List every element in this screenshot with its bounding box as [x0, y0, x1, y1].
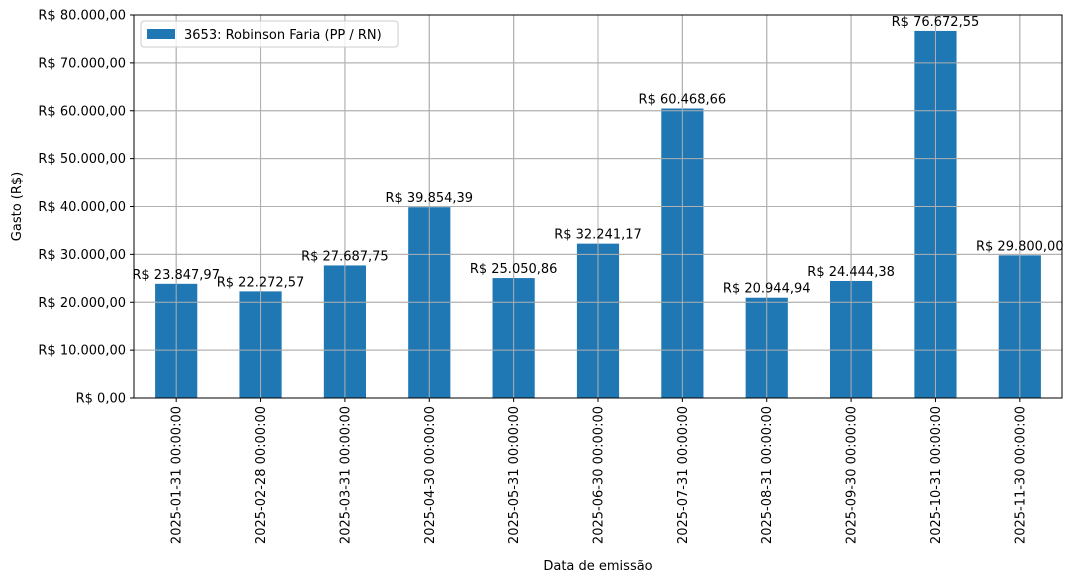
x-tick-label: 2025-05-31 00:00:00	[507, 406, 522, 544]
legend-box	[140, 20, 399, 48]
x-tick-label: 2025-09-30 00:00:00	[845, 406, 860, 544]
x-axis-ticks: 2025-01-31 00:00:00 2025-02-28 00:00:00 20…	[170, 398, 1028, 544]
x-tick-label: 2025-07-31 00:00:00	[676, 406, 691, 544]
bar-value-label: R$ 24.444,38	[807, 265, 895, 280]
bar-value-label: R$ 32.241,17	[554, 228, 642, 243]
bar-value-label: R$ 23.847,97	[132, 268, 220, 283]
x-tick-label: 2025-03-31 00:00:00	[338, 406, 353, 544]
legend: 3653: Robinson Faria (PP / RN)	[140, 20, 399, 48]
y-tick-label: R$ 30.000,00	[38, 248, 126, 263]
bar-value-label: R$ 22.272,57	[217, 275, 305, 290]
y-tick-label: R$ 20.000,00	[38, 296, 126, 311]
bar-value-label: R$ 60.468,66	[639, 93, 727, 108]
x-axis-label: Data de emissão	[543, 559, 652, 574]
x-tick-label: 2025-04-30 00:00:00	[423, 406, 438, 544]
x-tick-label: 2025-10-31 00:00:00	[929, 406, 944, 544]
y-tick-label: R$ 0,00	[76, 392, 126, 407]
y-tick-label: R$ 80.000,00	[38, 9, 126, 24]
bar-value-labels: R$ 23.847,97R$ 22.272,57 R$ 27.687,75 R$ 3…	[132, 15, 1063, 297]
y-tick-label: R$ 40.000,00	[38, 200, 126, 215]
bar-value-label: R$ 27.687,75	[301, 249, 389, 264]
legend-label: 3653: Robinson Faria (PP / RN)	[184, 28, 382, 43]
x-tick-label: 2025-08-31 00:00:00	[760, 406, 775, 544]
bar-value-label: R$ 20.944,94	[723, 282, 811, 297]
y-tick-label: R$ 70.000,00	[38, 56, 126, 71]
bar-value-label: R$ 29.800,00	[976, 239, 1064, 254]
y-axis-ticks: R$ 0,00 R$ 10.000,00 R$ 20.000,00 R$ 30.000…	[38, 9, 134, 407]
x-tick-label: 2025-11-30 00:00:00	[1013, 406, 1028, 544]
y-axis-label: Gasto (R$)	[10, 172, 25, 241]
legend-swatch	[147, 29, 175, 39]
bar-value-label: R$ 25.050,86	[470, 262, 558, 277]
bar-value-label: R$ 76.672,55	[892, 15, 980, 30]
y-tick-label: R$ 60.000,00	[38, 104, 126, 119]
y-tick-label: R$ 50.000,00	[38, 152, 126, 167]
x-tick-label: 2025-01-31 00:00:00	[170, 406, 185, 544]
y-tick-label: R$ 10.000,00	[38, 344, 126, 359]
bar-value-label: R$ 39.854,39	[385, 191, 473, 206]
x-tick-label: 2025-06-30 00:00:00	[592, 406, 607, 544]
x-tick-label: 2025-02-28 00:00:00	[254, 406, 269, 544]
